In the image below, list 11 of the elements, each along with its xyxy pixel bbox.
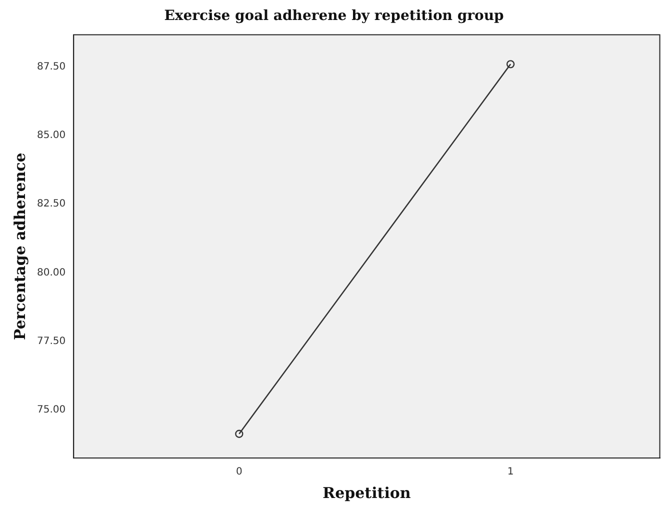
y-tick-label: 77.50 (36, 336, 66, 347)
y-tick-label: 87.50 (36, 62, 66, 73)
y-tick-label: 85.00 (36, 130, 66, 142)
chart-title: Exercise goal adherene by repetition group (164, 8, 504, 24)
y-tick-label: 75.00 (36, 404, 66, 416)
y-tick-label: 80.00 (36, 267, 66, 278)
x-axis-title: Repetition (322, 484, 411, 502)
x-tick-label: 1 (507, 466, 514, 478)
x-tick-label: 0 (236, 466, 242, 478)
y-tick-label: 82.50 (36, 198, 66, 210)
y-axis-title: Percentage adherence (10, 152, 29, 340)
